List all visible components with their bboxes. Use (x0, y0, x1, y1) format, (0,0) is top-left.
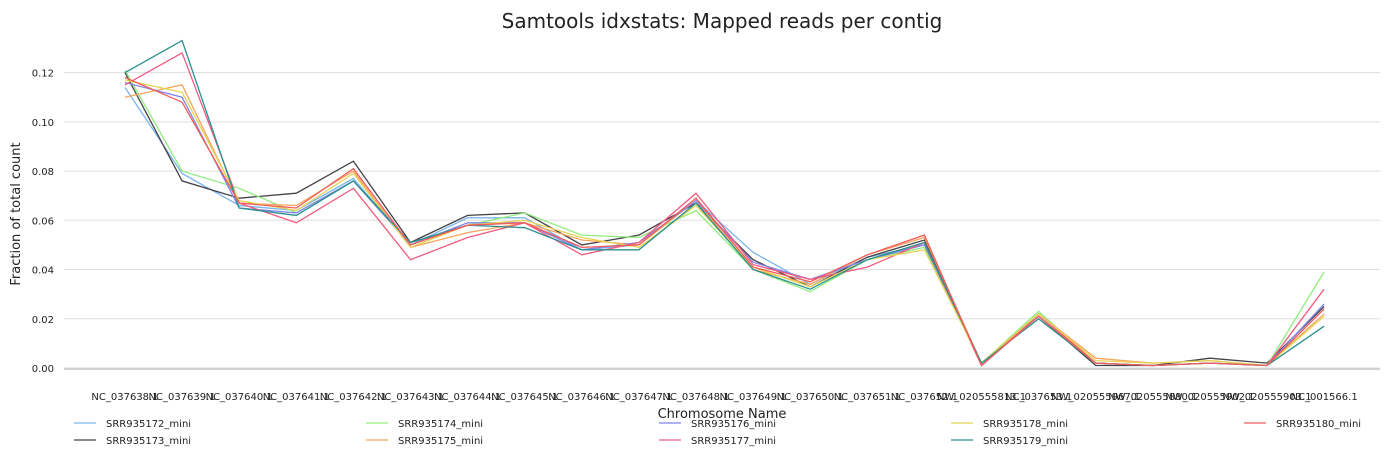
x-tick-label: NC_037640.1 (206, 392, 273, 403)
x-tick-label: NC_037650.1 (777, 392, 844, 403)
series-line-SRR935175_mini[interactable] (124, 84, 1325, 367)
x-tick-label: NC_037648.1 (662, 392, 729, 403)
legend-item[interactable]: SRR935173_mini (74, 436, 191, 447)
legend: SRR935172_mini SRR935173_mini SRR935174_mi… (74, 419, 1361, 447)
legend-label: SRR935177_mini (691, 436, 776, 447)
x-axis-label: Chromosome Name (658, 407, 787, 422)
grid (64, 72, 1380, 370)
legend-label: SRR935172_mini (106, 419, 191, 430)
legend-item[interactable]: SRR935177_mini (659, 436, 776, 447)
legend-item[interactable]: SRR935179_mini (951, 436, 1068, 447)
x-tick-label: NC_037652.1 (891, 392, 958, 403)
legend-label: SRR935175_mini (398, 436, 483, 447)
y-axis-label: Fraction of total count (9, 142, 24, 285)
legend-item[interactable]: SRR935172_mini (74, 419, 191, 430)
x-axis-ticks: NC_037638.1NC_037639.1NC_037640.1NC_0376… (91, 392, 1357, 403)
y-tick-label: 0.04 (32, 266, 54, 277)
x-tick-label: NC_037638.1 (91, 392, 158, 403)
x-tick-label: NC_037649.1 (720, 392, 787, 403)
series-line-SRR935173_mini[interactable] (124, 72, 1325, 367)
y-tick-label: 0.00 (32, 364, 54, 375)
legend-item[interactable]: SRR935178_mini (951, 419, 1068, 430)
legend-label: SRR935176_mini (691, 419, 776, 430)
y-tick-label: 0.02 (32, 315, 54, 326)
x-tick-label: NW_020555967.1 (1051, 392, 1140, 403)
legend-label: SRR935173_mini (106, 436, 191, 447)
series-line-SRR935178_mini[interactable] (124, 79, 1325, 367)
x-tick-label: NC_037641.1 (263, 392, 330, 403)
legend-item[interactable]: SRR935180_mini (1244, 419, 1361, 430)
y-tick-label: 0.10 (32, 118, 54, 129)
x-tick-label: NC_037646.1 (548, 392, 615, 403)
series-line-SRR935179_mini[interactable] (124, 39, 1325, 367)
x-tick-label: NC_037642.1 (320, 392, 387, 403)
x-tick-label: NW_020555880.1 (1108, 392, 1197, 403)
legend-item[interactable]: SRR935175_mini (366, 436, 483, 447)
x-tick-label: NW_020555902.1 (1165, 392, 1254, 403)
series-lines (124, 39, 1325, 367)
x-tick-label: NC_037651.1 (834, 392, 901, 403)
legend-item[interactable]: SRR935174_mini (366, 419, 483, 430)
series-line-SRR935172_mini[interactable] (124, 87, 1325, 367)
legend-item[interactable]: SRR935176_mini (659, 419, 776, 430)
x-tick-label: NC_037647.1 (605, 392, 672, 403)
y-axis-ticks: 0.00 0.02 0.04 0.06 0.08 0.10 0.12 (32, 69, 54, 375)
x-tick-label: NC_037639.1 (149, 392, 216, 403)
x-tick-label: NW_020555903.1 (1222, 392, 1311, 403)
x-tick-label: NW_020555813.1 (937, 392, 1026, 403)
x-tick-label: NC_037643.1 (377, 392, 444, 403)
y-tick-label: 0.08 (32, 167, 54, 178)
x-tick-label: NC_037653.1 (1005, 392, 1072, 403)
legend-label: SRR935180_mini (1276, 419, 1361, 430)
legend-label: SRR935178_mini (983, 419, 1068, 430)
legend-label: SRR935179_mini (983, 436, 1068, 447)
series-line-SRR935176_mini[interactable] (124, 81, 1325, 367)
y-tick-label: 0.06 (32, 216, 54, 227)
series-line-SRR935180_mini[interactable] (124, 76, 1325, 367)
legend-label: SRR935174_mini (398, 419, 483, 430)
y-tick-label: 0.12 (32, 69, 54, 80)
x-tick-label: NC_037644.1 (434, 392, 501, 403)
chart-title: Samtools idxstats: Mapped reads per cont… (502, 9, 943, 33)
x-tick-label: NC_001566.1 (1291, 392, 1358, 403)
x-tick-label: NC_037645.1 (491, 392, 558, 403)
